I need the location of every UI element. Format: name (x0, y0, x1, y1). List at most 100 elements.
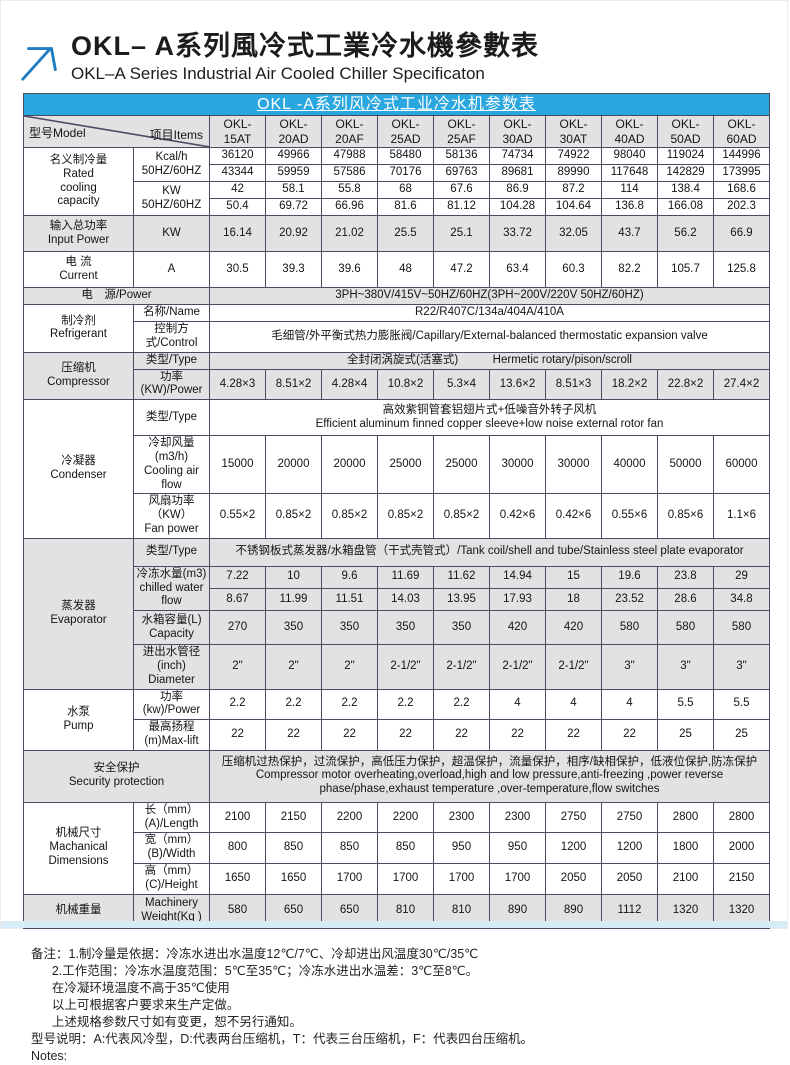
value-cell: 42 (209, 181, 266, 200)
model-column-header: OKL- 30AD (489, 115, 546, 149)
diagonal-divider (24, 116, 209, 147)
value-cell: 2-1/2" (489, 644, 546, 690)
value-cell: 104.64 (545, 198, 602, 217)
value-cell: 60000 (713, 435, 770, 495)
value-cell: 74922 (545, 147, 602, 166)
item-label: 水箱容量(L) Capacity (133, 610, 210, 646)
item-label: 冷冻水量(m3) chilled water flow (133, 565, 210, 612)
value-cell: 850 (265, 832, 322, 864)
page-subtitle: OKL–A Series Industrial Air Cooled Chill… (71, 64, 485, 84)
row-group-label: 蒸发器 Evaporator (23, 537, 134, 690)
value-cell: 70176 (377, 164, 434, 183)
value-cell: 22 (321, 719, 378, 751)
value-cell: 36120 (209, 147, 266, 166)
value-cell: 58480 (377, 147, 434, 166)
value-cell: 22.8×2 (657, 368, 714, 401)
value-cell: 5.5 (713, 688, 770, 721)
value-cell: 2800 (657, 801, 714, 834)
value-cell: 22 (545, 719, 602, 751)
value-cell: 0.85×6 (657, 493, 714, 539)
value-cell: 30000 (489, 435, 546, 495)
item-label: KW 50HZ/60HZ (133, 181, 210, 217)
table-row: 制冷剂 Refrigerant 名称/Name R22/R407C/134a/404A… (23, 304, 770, 353)
value-cell: 10.8×2 (377, 368, 434, 401)
value-cell: 3" (601, 644, 658, 690)
value-cell: 2300 (433, 801, 490, 834)
value-cell: 3" (657, 644, 714, 690)
value-cell: 166.08 (657, 198, 714, 217)
value-cell: 43.7 (601, 215, 658, 253)
value-cell: 58.1 (265, 181, 322, 200)
value-cell: 19.6 (601, 565, 658, 589)
title-block: OKL– A系列風冷式工業冷水機參數表 OKL–A Series Industr… (71, 31, 539, 84)
arrow-up-right-icon (21, 47, 57, 81)
value-cell: 8.67 (209, 587, 266, 612)
value-cell: 22 (601, 719, 658, 751)
value-cell: 4.28×3 (209, 368, 266, 401)
value-cell: 15000 (209, 435, 266, 495)
value-cell: 66.96 (321, 198, 378, 217)
value-cell: 1650 (209, 862, 266, 895)
value-cell: 40000 (601, 435, 658, 495)
value-cell: 29 (713, 565, 770, 589)
value-cell: 2100 (657, 862, 714, 895)
value-cell: 20000 (265, 435, 322, 495)
table-row: 功率(KW)/Power 4.28×3 8.51×2 4.28×4 10.8×2 5.3×… (24, 368, 770, 401)
value-cell: 18.2×2 (601, 368, 658, 401)
table-row: 风扇功率（KW） Fan power 0.55×2 0.85×2 0.85×2 0.85×… (24, 493, 770, 539)
item-label: Kcal/h 50HZ/60HZ (133, 147, 210, 183)
value-cell: 2200 (321, 801, 378, 834)
notes-block: 备注：1.制冷量是依据：冷冻水进出水温度12℃/7℃、冷却进出风温度30℃/35… (31, 946, 787, 1065)
model-column-header: OKL- 50AD (657, 115, 714, 149)
value-cell: 2050 (601, 862, 658, 895)
value-cell: 4 (489, 688, 546, 721)
value-cell: 30000 (545, 435, 602, 495)
value-cell: 57586 (321, 164, 378, 183)
value-cell: 2.2 (209, 688, 266, 721)
value-cell: 60.3 (545, 251, 602, 289)
span-value-cell: 3PH~380V/415V~50HZ/60HZ(3PH~200V/220V 50… (209, 287, 770, 306)
table-row: 控制方式/Control 毛细管/外平衡式热力膨胀阀/Capillary/Exte… (24, 321, 770, 353)
value-cell: 2-1/2" (545, 644, 602, 690)
value-cell: 1650 (265, 862, 322, 895)
model-column-header: OKL- 20AF (321, 115, 378, 149)
value-cell: 0.42×6 (545, 493, 602, 539)
model-column-header: OKL- 15AT (209, 115, 266, 149)
bottom-accent-strip (1, 921, 787, 928)
value-cell: 2050 (545, 862, 602, 895)
value-cell: 202.3 (713, 198, 770, 217)
model-items-header: 型号Model 项目Items (23, 115, 210, 149)
value-cell: 67.6 (433, 181, 490, 200)
value-cell: 270 (209, 610, 266, 646)
value-cell: 81.6 (377, 198, 434, 217)
value-cell: 21.02 (321, 215, 378, 253)
value-cell: 7.22 (209, 565, 266, 589)
value-cell: 350 (433, 610, 490, 646)
value-cell: 0.55×2 (209, 493, 266, 539)
value-cell: 2750 (601, 801, 658, 834)
value-cell: 25.1 (433, 215, 490, 253)
value-cell: 11.99 (265, 587, 322, 612)
value-cell: 56.2 (657, 215, 714, 253)
value-cell: 104.28 (489, 198, 546, 217)
item-label: 高（mm）(C)/Height (133, 862, 210, 895)
table-row: 蒸发器 Evaporator 类型/Type 不锈钢板式蒸发器/水箱盘管（干式壳管式）… (23, 537, 770, 690)
value-cell: 2300 (489, 801, 546, 834)
value-cell: 22 (433, 719, 490, 751)
row-group-label: 水泵 Pump (23, 688, 134, 751)
value-cell: 2" (265, 644, 322, 690)
value-cell: 850 (321, 832, 378, 864)
table-row: 43344 59959 57586 70176 69763 89681 89990 11764… (24, 164, 770, 183)
row-group-label: 冷凝器 Condenser (23, 399, 134, 539)
value-cell: 25 (657, 719, 714, 751)
value-cell: 117648 (601, 164, 658, 183)
value-cell: 420 (489, 610, 546, 646)
note-line: 上述规格参数尺寸如有变更，恕不另行通知。 (31, 1014, 302, 1029)
value-cell: 48 (377, 251, 434, 289)
table-row: 水泵 Pump 功率(kw)/Power 2.2 2.2 2.2 2.2 2.2 4 4 4 5.5 5… (23, 688, 770, 751)
row-group-label: 制冷剂 Refrigerant (23, 304, 134, 353)
note-line: 备注：1.制冷量是依据：冷冻水进出水温度12℃/7℃、冷却进出风温度30℃/35… (31, 946, 479, 961)
value-cell: 580 (713, 610, 770, 646)
table-row: 宽（mm）(B)/Width 800 850 850 850 950 950 1200 1200… (24, 832, 770, 864)
item-label: 长（mm）(A)/Length (133, 801, 210, 834)
